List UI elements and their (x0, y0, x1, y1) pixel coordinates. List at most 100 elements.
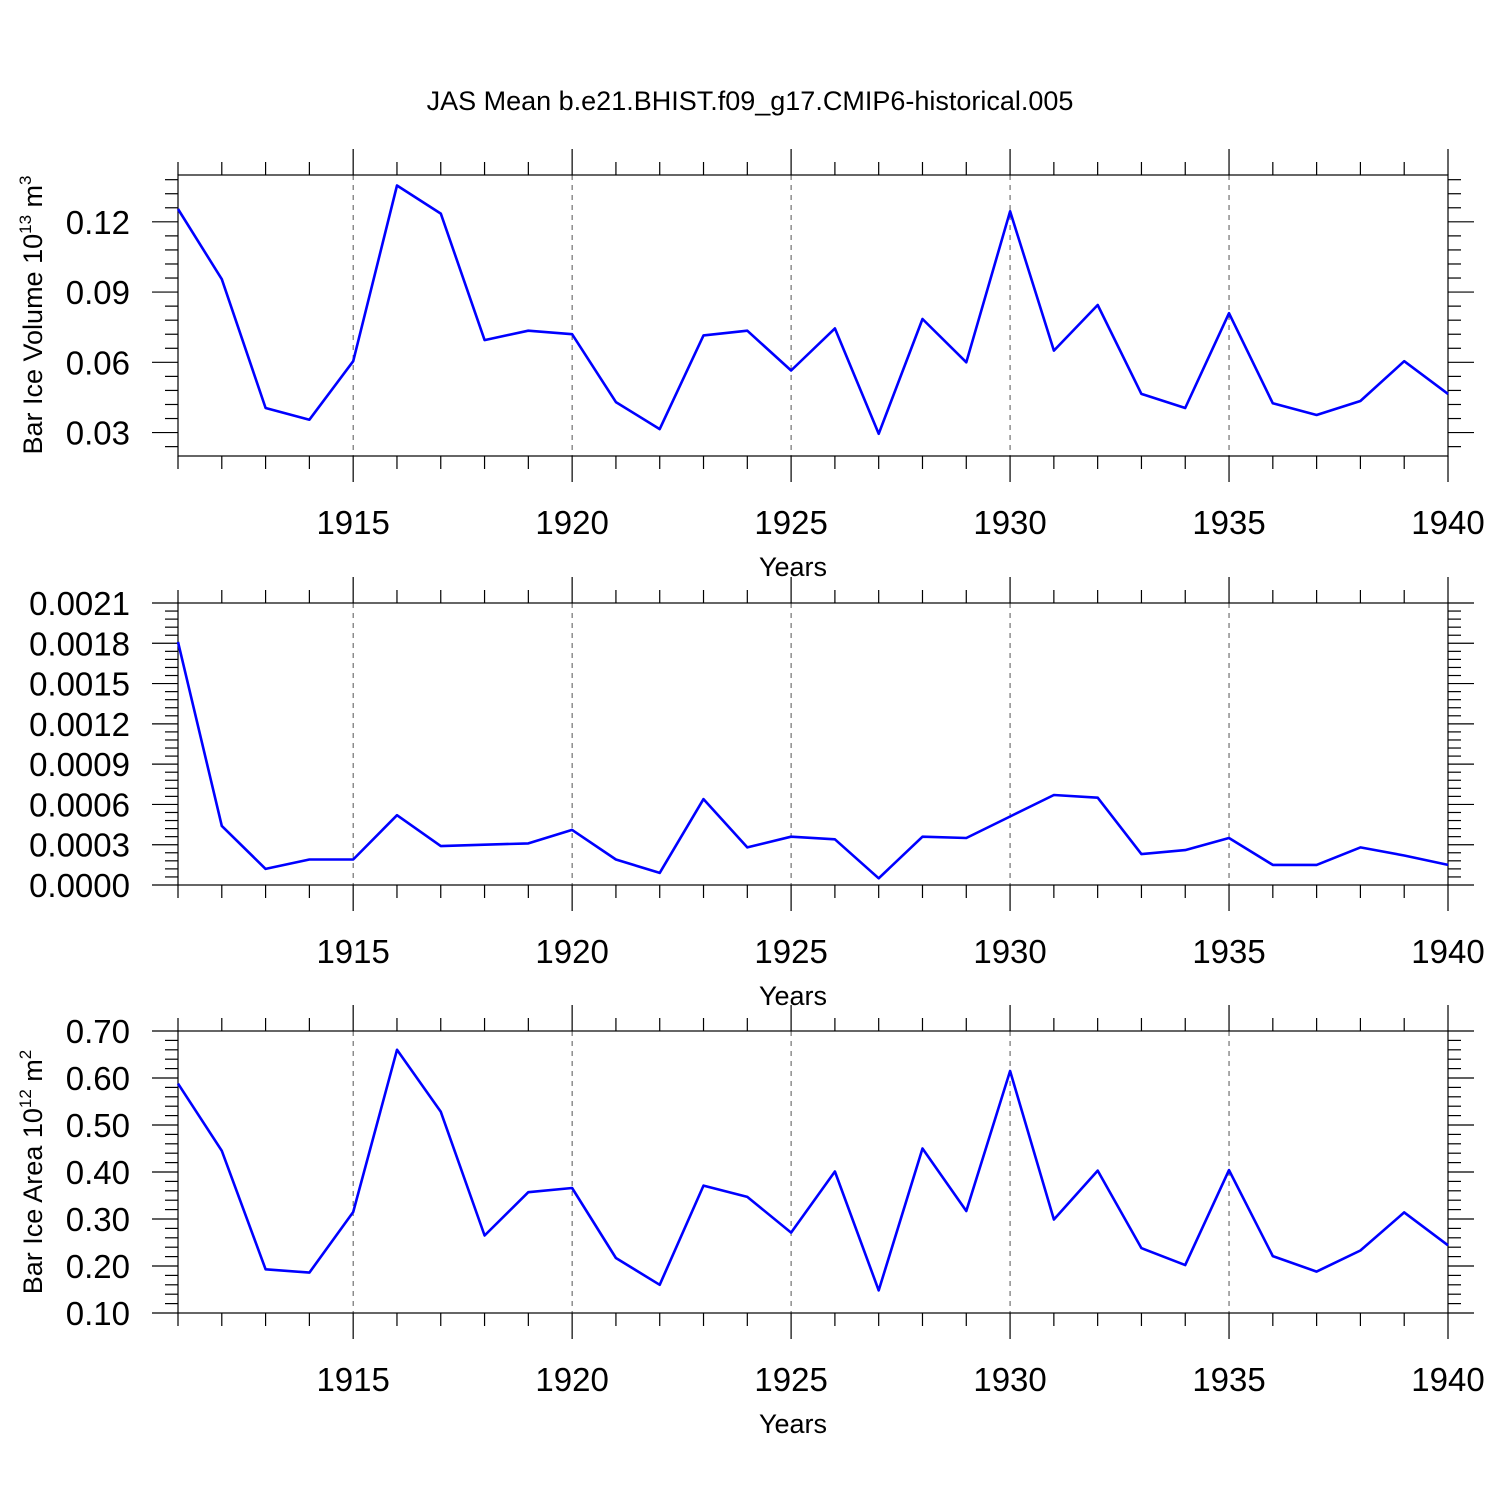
y-axis-title-exp: 13 (16, 215, 35, 234)
data-point (395, 813, 399, 817)
y-tick-label: 0.0012 (29, 706, 130, 743)
y-tick-label: 0.09 (66, 274, 130, 311)
data-point (833, 837, 837, 841)
data-point (220, 1149, 224, 1153)
data-point (1402, 359, 1406, 363)
y-tick-label: 0.30 (66, 1201, 130, 1238)
data-point (614, 857, 618, 861)
data-point (176, 207, 180, 211)
x-tick-label: 1930 (973, 933, 1046, 970)
x-tick-label: 1925 (754, 1361, 827, 1398)
x-tick-label: 1930 (973, 1361, 1046, 1398)
x-tick-label: 1915 (316, 933, 389, 970)
data-point (439, 1110, 443, 1114)
data-point (1227, 1168, 1231, 1172)
data-point (1315, 863, 1319, 867)
data-point (1446, 863, 1450, 867)
y-tick-label: 0.0021 (29, 585, 130, 622)
y-tick-label: 0.0018 (29, 625, 130, 662)
data-point (964, 360, 968, 364)
y-tick-label: 0.0000 (29, 867, 130, 904)
data-point (658, 427, 662, 431)
data-point (1008, 209, 1012, 213)
x-tick-label: 1920 (535, 1361, 608, 1398)
data-point (351, 857, 355, 861)
data-point (877, 1288, 881, 1292)
data-point (789, 369, 793, 373)
plot-frame (177, 1030, 1449, 1314)
data-point (526, 329, 530, 333)
y-axis-title-unit-exp: 2 (16, 1050, 35, 1059)
data-point (220, 824, 224, 828)
data-point (1183, 1263, 1187, 1267)
y-tick-label: 0.03 (66, 415, 130, 452)
data-point (1271, 401, 1275, 405)
data-point (1096, 1169, 1100, 1173)
data-point (1271, 1254, 1275, 1258)
x-axis-title: Years (759, 981, 827, 1011)
data-point (264, 1267, 268, 1271)
data-point (1227, 836, 1231, 840)
data-point (1096, 796, 1100, 800)
data-point (920, 835, 924, 839)
data-point (526, 1190, 530, 1194)
x-tick-label: 1930 (973, 504, 1046, 541)
x-tick-label: 1920 (535, 504, 608, 541)
data-point (1052, 1217, 1056, 1221)
y-tick-label: 0.12 (66, 204, 130, 241)
x-axis-title: Years (759, 552, 827, 582)
x-tick-label: 1915 (316, 1361, 389, 1398)
data-point (1402, 853, 1406, 857)
data-point (351, 359, 355, 363)
data-point (658, 871, 662, 875)
y-tick-label: 0.0003 (29, 827, 130, 864)
y-axis-title-unit: m (0, 598, 4, 628)
data-point (877, 876, 881, 880)
data-point (702, 1184, 706, 1188)
data-point (1446, 1243, 1450, 1247)
data-point (1446, 392, 1450, 396)
data-point (1183, 406, 1187, 410)
data-point (702, 797, 706, 801)
y-tick-label: 0.20 (66, 1248, 130, 1285)
x-tick-label: 1940 (1411, 1361, 1484, 1398)
data-point (614, 400, 618, 404)
data-point (1096, 303, 1100, 307)
data-point (1315, 413, 1319, 417)
y-tick-label: 0.70 (66, 1013, 130, 1050)
data-point (920, 317, 924, 321)
data-point (483, 338, 487, 342)
data-point (483, 1233, 487, 1237)
data-point (1271, 863, 1275, 867)
data-point (395, 184, 399, 188)
y-axis-title-unit: m (18, 1059, 48, 1089)
panel-ice-volume: 1915 1920 1925 1930 1935 1940 Years 0.03 0.06 0.0… (16, 149, 1485, 582)
data-point (1358, 1248, 1362, 1252)
y-axis-title-base: Bar Ice Volume 10 (18, 234, 48, 455)
data-point (745, 329, 749, 333)
panel-ice-area: 1915 1920 1925 1930 1935 1940 Years 0.10 0.20 0.3… (16, 1005, 1485, 1439)
data-point (1052, 793, 1056, 797)
y-tick-label: 0.50 (66, 1107, 130, 1144)
data-point (307, 857, 311, 861)
data-point (745, 1195, 749, 1199)
plot-frame (177, 174, 1449, 457)
x-tick-label: 1925 (754, 504, 827, 541)
data-point (220, 277, 224, 281)
figure-title: JAS Mean b.e21.BHIST.f09_g17.CMIP6-histo… (427, 86, 1074, 116)
data-point (658, 1283, 662, 1287)
y-tick-label: 0.40 (66, 1154, 130, 1191)
data-point (1402, 1210, 1406, 1214)
data-point (745, 845, 749, 849)
y-tick-label: 0.10 (66, 1295, 130, 1332)
x-tick-label: 1940 (1411, 504, 1484, 541)
data-point (570, 828, 574, 832)
y-axis-title-unit: m (18, 185, 48, 215)
x-tick-label: 1915 (316, 504, 389, 541)
series-line (176, 184, 1449, 436)
data-point (307, 418, 311, 422)
data-point (1008, 815, 1012, 819)
data-point (439, 212, 443, 216)
y-axis-title-base: Bar Ice Area 10 (18, 1108, 48, 1294)
